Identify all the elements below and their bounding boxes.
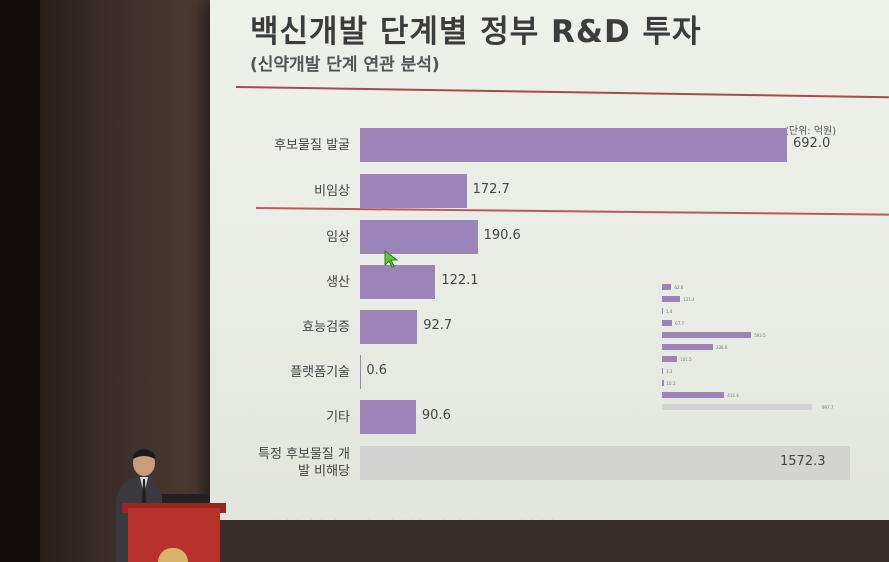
inset-data-bar [662, 356, 678, 362]
category-label: 임상 [326, 229, 350, 245]
value-label: 190.6 [483, 228, 521, 243]
mouse-cursor-icon [384, 250, 399, 268]
slide-subtitle: (신약개발 단계 연관 분석) [250, 55, 440, 75]
category-label: 후보물질 발굴 [274, 137, 350, 153]
value-label: 1572.3 [780, 454, 826, 469]
inset-value-label: 121.4 [683, 297, 695, 302]
inset-data-bar [662, 368, 663, 374]
inset-value-label: 101.5 [680, 357, 692, 362]
value-label: 92.7 [423, 318, 453, 333]
category-label: 플랫폼기술 [290, 364, 350, 380]
stage-curtain [0, 0, 40, 562]
stage-floor [210, 520, 889, 562]
data-bar [360, 265, 436, 299]
inset-data-bar [662, 308, 663, 314]
data-bar [360, 400, 416, 434]
value-label: 122.1 [441, 273, 479, 288]
inset-value-label: 997.7 [822, 405, 834, 410]
category-label: 생산 [326, 274, 350, 290]
category-label: 효능검증 [302, 319, 350, 335]
inset-data-bar [662, 320, 673, 326]
inset-data-bar [662, 392, 725, 398]
value-label: 90.6 [421, 408, 451, 423]
inset-bar-chart: 62.6 121.4 1.4 67.7 593.5 338.6 101.5 3.3 10.1 41… [600, 280, 850, 430]
source-footer: KISTEP 감염병 위기 대응을 위한 핵심기술 도출 및 정부R&D 지원방… [228, 519, 603, 532]
value-label: 172.7 [472, 182, 510, 197]
inset-data-bar [662, 404, 812, 410]
inset-value-label: 1.4 [666, 309, 673, 314]
inset-value-label: 62.6 [674, 285, 684, 290]
inset-value-label: 3.3 [666, 369, 673, 374]
data-bar [360, 446, 850, 480]
value-label: 692.0 [793, 136, 831, 151]
inset-value-label: 338.6 [715, 345, 728, 350]
data-bar [360, 220, 478, 254]
podium-emblem-icon [158, 548, 188, 562]
data-bar [360, 174, 467, 208]
inset-value-label: 67.7 [675, 321, 685, 326]
data-bar [360, 310, 418, 344]
inset-data-bar [662, 344, 713, 350]
category-label: 기타 [326, 409, 350, 425]
unit-label: (단위: 억원) [785, 126, 837, 137]
inset-data-bar [662, 332, 752, 338]
category-label: 특정 후보물질 개발 비해당 [258, 447, 350, 479]
inset-value-label: 414.4 [727, 393, 739, 398]
category-label: 비임상 [314, 183, 350, 199]
data-bar [360, 128, 787, 162]
inset-data-bar [662, 380, 664, 386]
projection-screen [210, 0, 889, 520]
value-label: 0.6 [366, 363, 388, 378]
inset-value-label: 593.5 [754, 333, 766, 338]
inset-data-bar [662, 296, 681, 302]
slide-title: 백신개발 단계별 정부 R&D 투자 [250, 14, 702, 50]
inset-data-bar [662, 284, 672, 290]
inset-value-label: 10.1 [666, 381, 676, 386]
